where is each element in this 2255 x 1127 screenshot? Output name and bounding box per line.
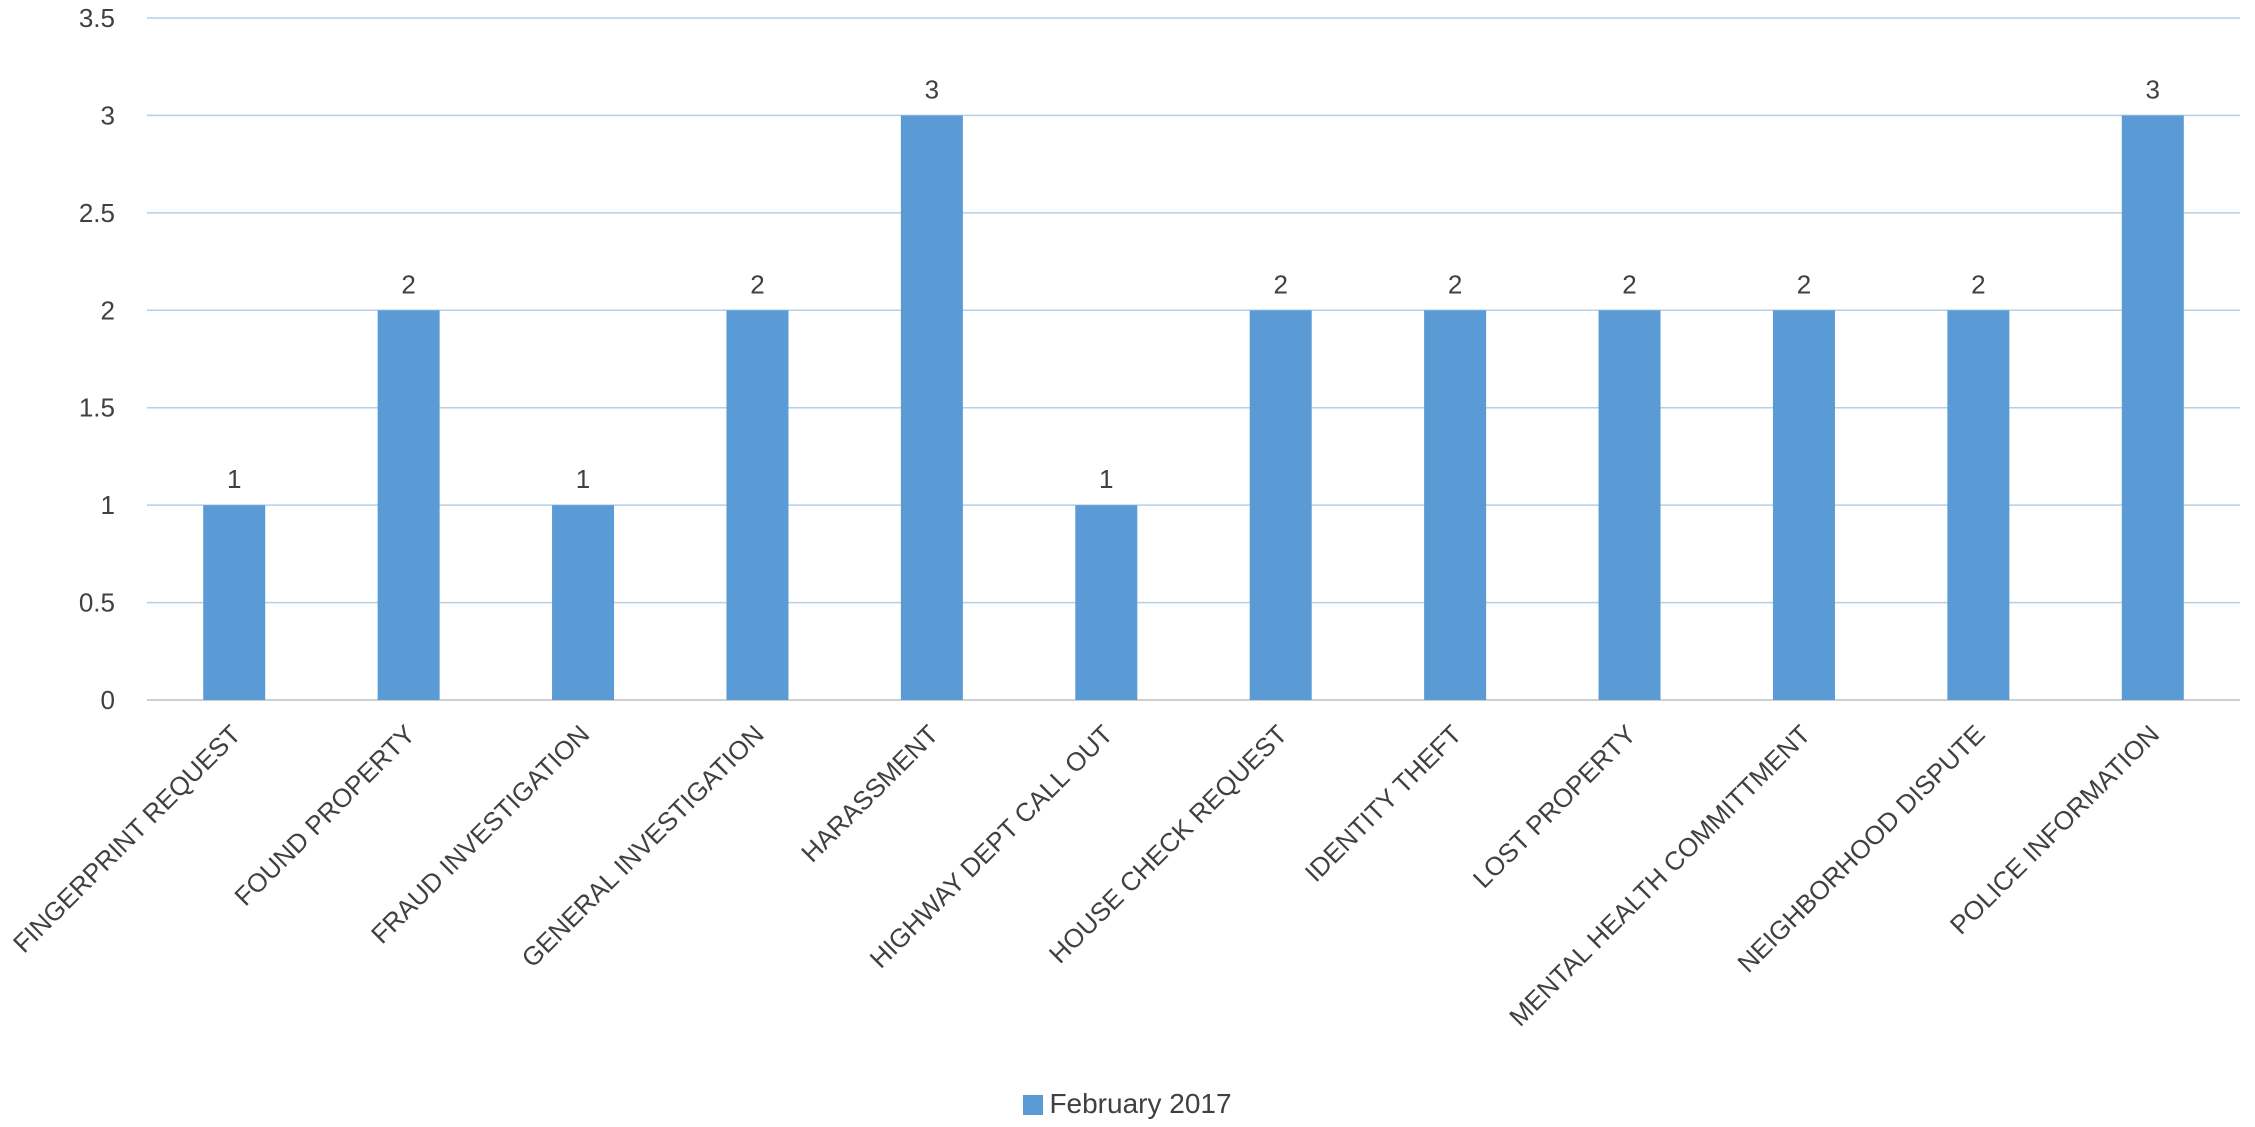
data-label: 1 — [227, 464, 241, 494]
y-tick-label: 2.5 — [79, 198, 115, 228]
y-tick-label: 0 — [101, 685, 115, 715]
bar — [1424, 310, 1487, 700]
data-label: 2 — [1797, 269, 1811, 299]
bar — [1772, 310, 1835, 700]
data-label: 1 — [1099, 464, 1113, 494]
data-label: 2 — [1448, 269, 1462, 299]
data-label: 3 — [2146, 74, 2160, 104]
legend-swatch — [1023, 1095, 1044, 1115]
data-label: 2 — [1971, 269, 1985, 299]
y-tick-label: 1.5 — [79, 393, 115, 423]
x-tick-label: IDENTITY THEFT — [1299, 719, 1468, 888]
bar — [377, 310, 440, 700]
x-tick-label: FOUND PROPERTY — [228, 719, 420, 911]
x-tick-label: LOST PROPERTY — [1467, 719, 1642, 894]
x-tick-label: HARASSMENT — [795, 719, 944, 868]
x-tick-label: FINGERPRINT REQUEST — [7, 719, 247, 959]
data-label: 2 — [750, 269, 764, 299]
bar — [1249, 310, 1312, 700]
data-label: 2 — [1273, 269, 1287, 299]
data-label: 2 — [1622, 269, 1636, 299]
y-tick-label: 0.5 — [79, 588, 115, 618]
bar — [726, 310, 789, 700]
bar — [1598, 310, 1661, 700]
x-tick-label: MENTAL HEALTH COMMITTMENT — [1503, 719, 1816, 1032]
bar — [203, 505, 266, 700]
legend-label: February 2017 — [1049, 1088, 1232, 1119]
legend: February 2017 — [0, 1088, 2255, 1120]
bar — [1947, 310, 2010, 700]
bar — [552, 505, 615, 700]
data-label: 2 — [401, 269, 415, 299]
data-label: 3 — [925, 74, 939, 104]
bar — [2121, 115, 2184, 700]
y-tick-label: 3.5 — [79, 3, 115, 33]
data-label: 1 — [576, 464, 590, 494]
y-tick-label: 3 — [101, 100, 115, 130]
y-tick-label: 2 — [101, 295, 115, 325]
bar — [900, 115, 963, 700]
bar — [1075, 505, 1138, 700]
y-tick-label: 1 — [101, 490, 115, 520]
